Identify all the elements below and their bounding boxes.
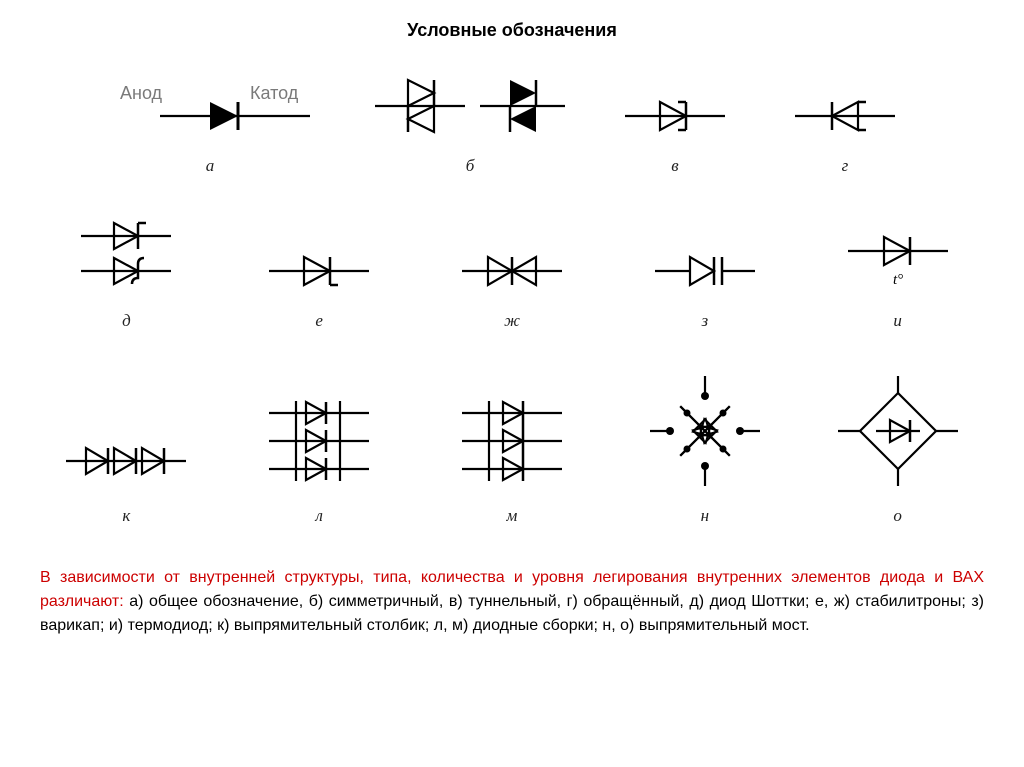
symbol-row-3: к <box>40 371 984 526</box>
symbol-array-l <box>254 391 384 491</box>
label-m: м <box>507 506 518 526</box>
symbol-schottky <box>66 216 186 296</box>
cell-g: г <box>790 91 900 176</box>
cell-z: з <box>645 246 765 331</box>
cell-k: к <box>61 431 191 526</box>
label-i: и <box>893 311 902 331</box>
cell-o: о <box>833 371 963 526</box>
caption: В зависимости от внутренней структуры, т… <box>40 566 984 638</box>
symbol-row-2: д е ж <box>40 216 984 331</box>
label-v: в <box>671 156 678 176</box>
caption-rest: а) общее обозначение, б) симметричный, в… <box>40 593 984 634</box>
cell-b: б <box>370 71 570 176</box>
cell-zh: ж <box>452 246 572 331</box>
symbol-rectifier-stack <box>61 431 191 491</box>
cell-d: д <box>66 216 186 331</box>
symbol-varicap <box>645 246 765 296</box>
label-e: е <box>315 311 323 331</box>
label-z: з <box>701 311 708 331</box>
label-n: н <box>701 506 709 526</box>
cathode-label: Катод <box>250 83 299 103</box>
label-l: л <box>315 506 322 526</box>
symbol-bridge-n <box>640 371 770 491</box>
symbol-symmetric-pair <box>370 71 570 141</box>
label-o: о <box>893 506 902 526</box>
cell-m: м <box>447 391 577 526</box>
anode-label: Анод <box>120 83 163 103</box>
cell-e: е <box>259 246 379 331</box>
label-k: к <box>122 506 130 526</box>
symbol-row-1: Анод Катод а <box>80 71 984 176</box>
symbol-thermo: t° <box>838 226 958 296</box>
cell-n: н <box>640 371 770 526</box>
symbol-zener-2 <box>452 246 572 296</box>
symbol-diode-basic: Анод Катод <box>90 81 330 141</box>
cell-l: л <box>254 391 384 526</box>
page-title: Условные обозначения <box>40 20 984 41</box>
symbol-bridge-o <box>833 371 963 491</box>
symbol-array-m <box>447 391 577 491</box>
cell-v: в <box>620 91 730 176</box>
symbol-backward <box>790 91 900 141</box>
cell-i: t° и <box>838 226 958 331</box>
thermo-label: t° <box>893 272 903 288</box>
symbol-zener-1 <box>259 246 379 296</box>
label-g: г <box>842 156 849 176</box>
label-b: б <box>466 156 475 176</box>
cell-a: Анод Катод а <box>90 81 330 176</box>
label-a: а <box>206 156 215 176</box>
label-d: д <box>122 311 131 331</box>
symbol-tunnel <box>620 91 730 141</box>
label-zh: ж <box>504 311 520 331</box>
